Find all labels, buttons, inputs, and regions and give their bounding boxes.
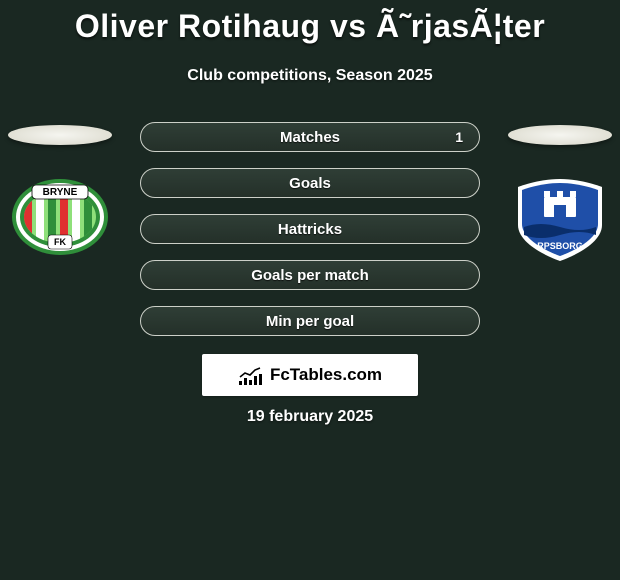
sarpsborg-text: RPSBORG <box>537 241 583 251</box>
subtitle: Club competitions, Season 2025 <box>0 67 620 85</box>
right-club-crest: RPSBORG <box>510 177 610 268</box>
stat-label: Goals per match <box>251 267 369 284</box>
stat-row-goals: Goals <box>140 168 480 198</box>
stat-label: Goals <box>289 175 331 192</box>
branding-text: FcTables.com <box>270 365 382 385</box>
stat-row-matches: Matches 1 <box>140 122 480 152</box>
left-club-crest: BRYNE FK <box>10 177 110 262</box>
right-halo <box>508 125 612 145</box>
svg-text:FK: FK <box>54 237 66 247</box>
stats-list: Matches 1 Goals Hattricks Goals per matc… <box>140 122 480 336</box>
stat-right-value: 1 <box>455 129 463 145</box>
left-player-side: BRYNE FK <box>8 125 112 262</box>
left-halo <box>8 125 112 145</box>
date-text: 19 february 2025 <box>0 408 620 426</box>
bryne-text: BRYNE <box>43 187 78 198</box>
stat-label: Matches <box>280 129 340 146</box>
stat-row-goals-per-match: Goals per match <box>140 260 480 290</box>
branding-box: FcTables.com <box>202 354 418 396</box>
page-title: Oliver Rotihaug vs Ã˜rjasÃ¦ter <box>0 0 620 45</box>
stat-row-min-per-goal: Min per goal <box>140 306 480 336</box>
bryne-logo-icon: BRYNE FK <box>10 177 110 257</box>
right-player-side: RPSBORG <box>508 125 612 268</box>
stat-label: Hattricks <box>278 221 342 238</box>
bar-chart-icon <box>238 365 266 385</box>
stat-row-hattricks: Hattricks <box>140 214 480 244</box>
stat-label: Min per goal <box>266 313 354 330</box>
sarpsborg-logo-icon: RPSBORG <box>510 177 610 263</box>
